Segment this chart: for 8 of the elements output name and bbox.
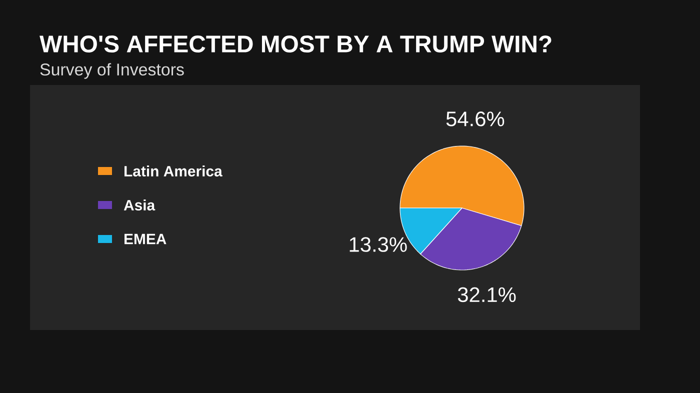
legend-label: Asia <box>124 200 156 210</box>
data-label: 54.6% <box>446 111 504 126</box>
chart-subtitle: Survey of Investors <box>40 63 184 79</box>
chart-title: WHO'S AFFECTED MOST BY A TRUMP WIN? <box>40 36 552 52</box>
legend-label: Latin America <box>124 166 222 176</box>
data-label: 32.1% <box>458 287 516 302</box>
data-label: 13.3% <box>350 237 407 252</box>
legend-label: EMEA <box>124 234 166 244</box>
